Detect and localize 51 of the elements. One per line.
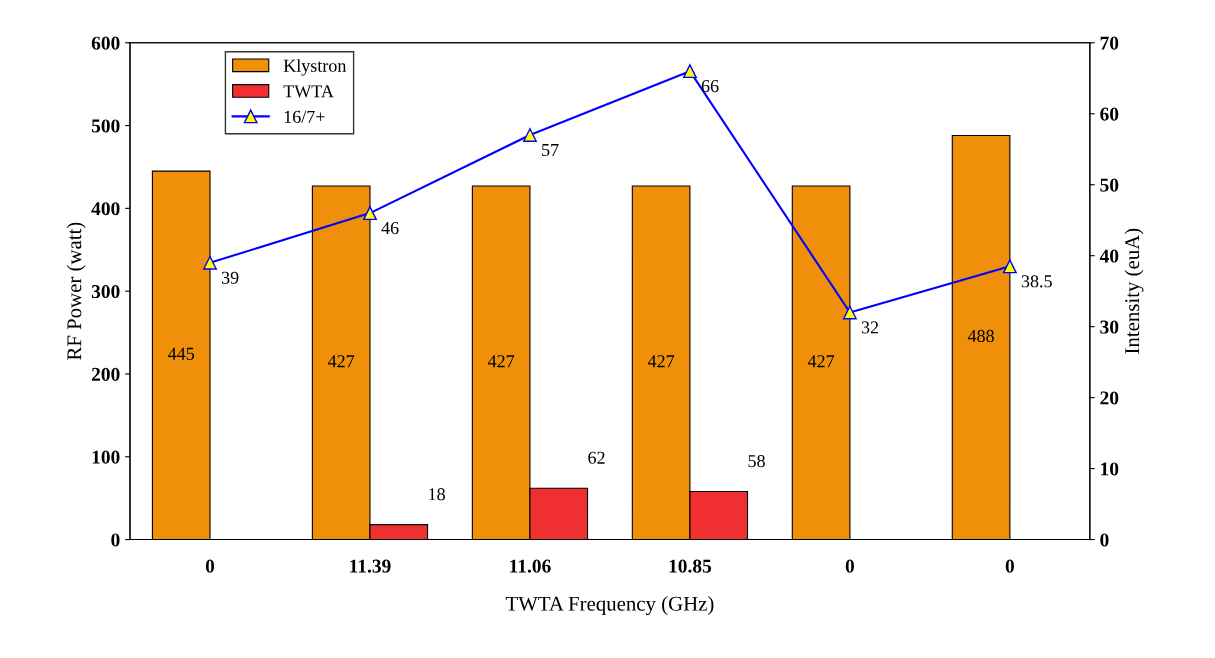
bar <box>951 134 1011 540</box>
point <box>203 255 217 270</box>
data-label: 488 <box>967 329 994 343</box>
bar <box>151 170 211 540</box>
data-label: 427 <box>647 355 675 368</box>
legend-label: 16/7+ <box>284 110 325 123</box>
y2-tick-label: 70 <box>1100 36 1119 50</box>
y2-tick-label: 10 <box>1101 462 1119 476</box>
data-label: 32 <box>861 321 879 334</box>
x-tick-label: 11.06 <box>510 559 551 573</box>
y-tick-label: 500 <box>91 119 120 133</box>
data-label: 38.5 <box>1021 275 1052 288</box>
y2-tick-label: 30 <box>1100 320 1119 334</box>
point <box>682 64 697 79</box>
y2-tick-label: 20 <box>1100 391 1119 405</box>
x-tick-label: 0 <box>205 559 215 573</box>
x-axis-title: TWTA Frequency (GHz) <box>505 596 714 616</box>
y2-tick-label: 40 <box>1099 249 1119 263</box>
data-label: 18 <box>429 488 445 501</box>
y-tick-label: 100 <box>92 450 120 464</box>
x-tick-label: 0 <box>1005 559 1014 573</box>
y-axis-title: RF Power (watt) <box>66 222 86 360</box>
data-label: 66 <box>701 80 719 93</box>
legend-label: TWTA <box>283 85 334 98</box>
x-tick-label: 10.85 <box>669 559 712 573</box>
y-tick-label: 0 <box>111 533 120 547</box>
y2-tick-label: 50 <box>1100 178 1119 192</box>
y-tick-label: 300 <box>91 284 120 299</box>
legend-label: Klystron <box>283 59 347 76</box>
y2-tick-label: 60 <box>1100 107 1119 121</box>
y-tick-label: 400 <box>91 202 120 216</box>
point <box>363 206 377 221</box>
y2-tick-label: 0 <box>1100 533 1109 547</box>
data-label: 57 <box>542 144 559 157</box>
point <box>522 128 537 142</box>
y2-axis-title: Intensity (euA) <box>1124 228 1144 354</box>
data-label: 39 <box>221 271 239 284</box>
y-tick-label: 600 <box>91 36 120 50</box>
x-tick-label: 11.39 <box>350 559 391 573</box>
data-label: 427 <box>487 355 515 368</box>
data-label: 46 <box>381 222 399 235</box>
bar <box>791 185 851 540</box>
x-tick-label: 0 <box>845 559 855 573</box>
data-label: 62 <box>588 451 605 464</box>
data-label: 445 <box>168 347 195 360</box>
data-label: 58 <box>748 454 765 468</box>
point <box>842 305 857 320</box>
data-label: 427 <box>327 355 355 368</box>
data-label: 427 <box>807 355 835 368</box>
point <box>1002 259 1017 274</box>
y-tick-label: 200 <box>91 367 120 381</box>
